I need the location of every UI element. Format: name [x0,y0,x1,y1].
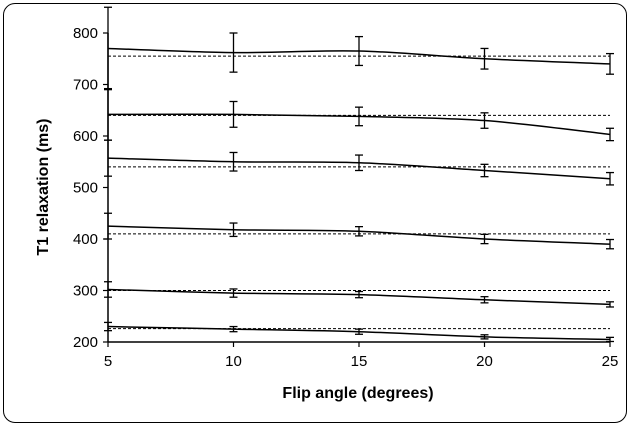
y-tick-label: 800 [73,25,98,42]
x-tick-label: 10 [225,353,242,370]
y-tick-label: 300 [73,283,98,300]
y-tick-label: 400 [73,231,98,248]
plot-area: 200 300 400 500 600 700 800 5 10 15 20 25 [73,7,618,370]
x-axis-title: Flip angle (degrees) [282,385,433,402]
y-tick-label: 600 [73,128,98,145]
y-axis-title: T1 relaxation (ms) [35,119,52,256]
x-tick-label: 25 [602,353,619,370]
y-tick-label: 200 [73,334,98,351]
x-tick-label: 5 [104,353,112,370]
t1-flip-angle-chart: 200 300 400 500 600 700 800 5 10 15 20 25 Flip angl… [0,0,633,403]
x-tick-label: 20 [476,353,493,370]
y-tick-label: 500 [73,180,98,197]
y-tick-label: 700 [73,77,98,94]
x-tick-label: 15 [351,353,368,370]
